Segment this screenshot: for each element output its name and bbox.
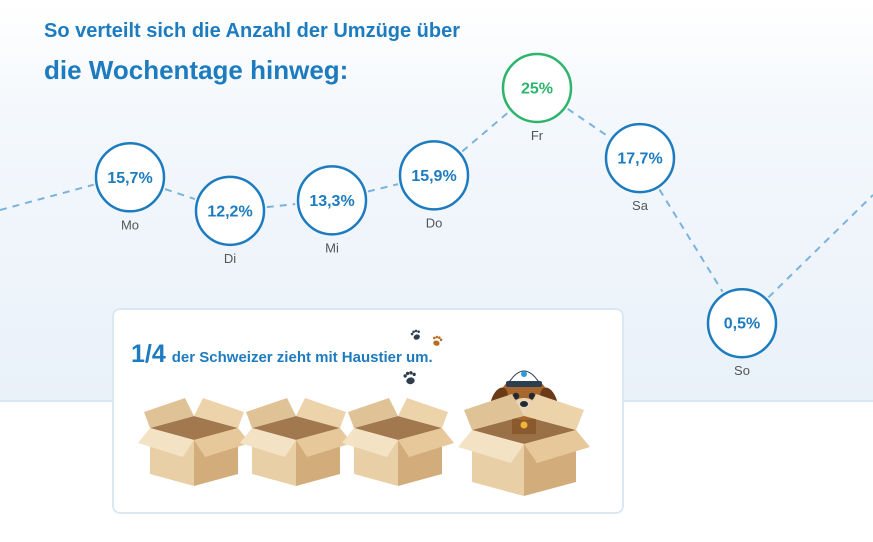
data-label: 25%: [521, 81, 553, 98]
series-line-segment: [0, 183, 95, 211]
series-line-segment: [461, 111, 510, 153]
series-line-segment: [266, 203, 296, 209]
category-label: Mi: [325, 240, 339, 255]
pet-stat: 1/4 der Schweizer zieht mit Haustier um.: [131, 340, 433, 369]
data-label: 17,7%: [617, 151, 662, 168]
moving-box-icon: [138, 398, 250, 486]
category-label: Sa: [632, 198, 649, 213]
data-label: 15,7%: [107, 170, 152, 187]
series-line-segment: [567, 107, 610, 139]
category-label: Do: [426, 215, 443, 230]
series-line-segment: [658, 189, 724, 293]
pet-fraction: 1/4: [131, 340, 166, 368]
series-line-segment: [367, 183, 399, 193]
data-label: 0,5%: [724, 316, 760, 333]
chart-title-line-2: die Wochentage hinweg:: [44, 55, 349, 85]
category-label: Mo: [121, 217, 139, 232]
category-label: Di: [224, 251, 236, 266]
data-point-mi: [296, 165, 368, 236]
data-point-fr: [501, 52, 573, 124]
data-label: 12,2%: [207, 203, 252, 220]
data-point-so: [706, 287, 778, 359]
series-line-segment: [767, 194, 873, 299]
pet-callout-card: 1/4 der Schweizer zieht mit Haustier um.: [112, 308, 624, 514]
paw-print-icon: [431, 334, 444, 347]
paw-print-icon: [409, 328, 423, 342]
moving-box-icon: [240, 398, 352, 486]
boxes-illustration: [138, 328, 590, 496]
data-label: 13,3%: [309, 193, 354, 210]
data-label: 15,9%: [411, 168, 456, 185]
data-point-sa: [604, 122, 676, 194]
paw-print-icon: [402, 370, 418, 386]
data-point-mo: [94, 142, 166, 213]
dog-in-box-icon: [458, 370, 590, 496]
pet-stat-text: der Schweizer zieht mit Haustier um.: [171, 349, 433, 366]
category-label: So: [734, 363, 750, 378]
series-line-segment: [164, 188, 196, 201]
category-label: Fr: [531, 128, 544, 143]
data-point-di: [194, 175, 266, 247]
chart-title-line-1: So verteilt sich die Anzahl der Umzüge ü…: [44, 20, 461, 42]
data-point-do: [398, 140, 470, 211]
moving-box-icon: [342, 398, 454, 486]
